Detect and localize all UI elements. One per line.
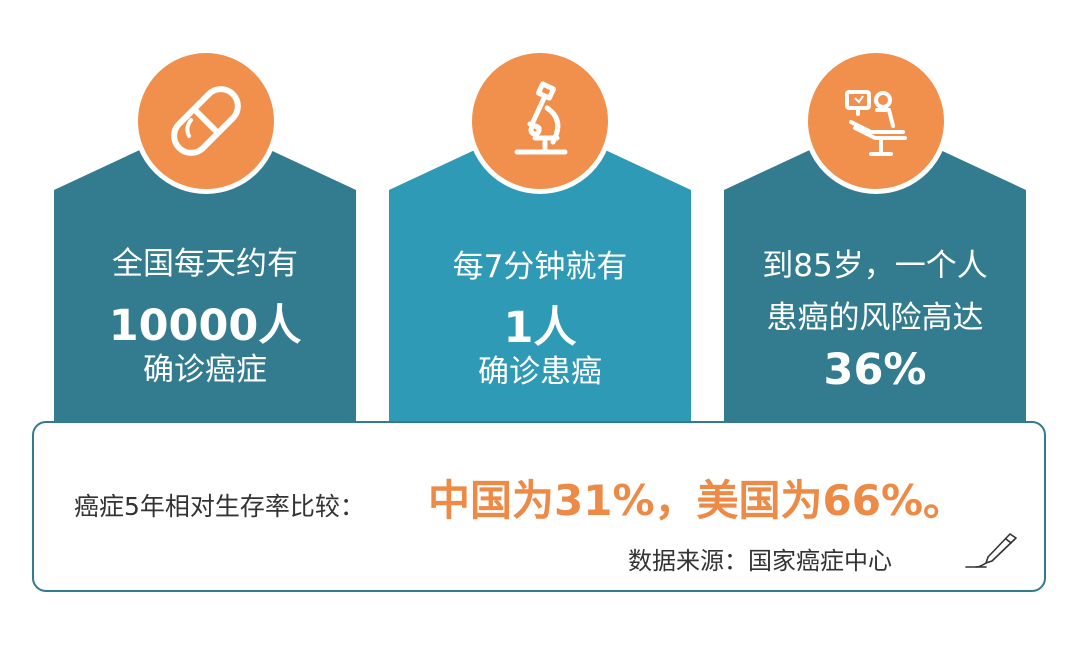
card-highlight: 10000人 [108, 301, 302, 351]
microscope-icon [514, 81, 568, 155]
patient-chair-icon [845, 90, 907, 156]
card-text: 每7分钟就有 [452, 249, 628, 285]
comparison-value: 中国为31%，美国为66%。 [428, 476, 966, 525]
comparison-box: 癌症5年相对生存率比较： 中国为31%，美国为66%。 数据来源：国家癌症中心 [32, 421, 1046, 592]
stat-card-risk: 到85岁，一个人 患癌的风险高达 36% [724, 148, 1026, 433]
microscope-icon-circle [467, 48, 613, 194]
card-text: 确诊癌症 [143, 352, 267, 388]
card-text: 到85岁，一个人 [762, 248, 988, 284]
pill-icon-circle [133, 48, 279, 194]
comparison-label: 癌症5年相对生存率比较： [74, 492, 365, 521]
card-highlight: 1人 [503, 303, 577, 353]
patient-chair-icon-circle [803, 48, 949, 194]
card-text: 全国每天约有 [112, 246, 298, 282]
source-text: 数据来源：国家癌症中心 [628, 547, 892, 575]
stat-card-minutes: 每7分钟就有 1人 确诊患癌 [389, 148, 691, 433]
card-text: 确诊患癌 [478, 354, 602, 390]
card-text: 患癌的风险高达 [766, 300, 984, 336]
pen-icon [965, 533, 1017, 568]
stat-card-daily: 全国每天约有 10000人 确诊癌症 [54, 148, 356, 433]
pill-icon [171, 86, 241, 156]
card-highlight: 36% [823, 345, 927, 395]
